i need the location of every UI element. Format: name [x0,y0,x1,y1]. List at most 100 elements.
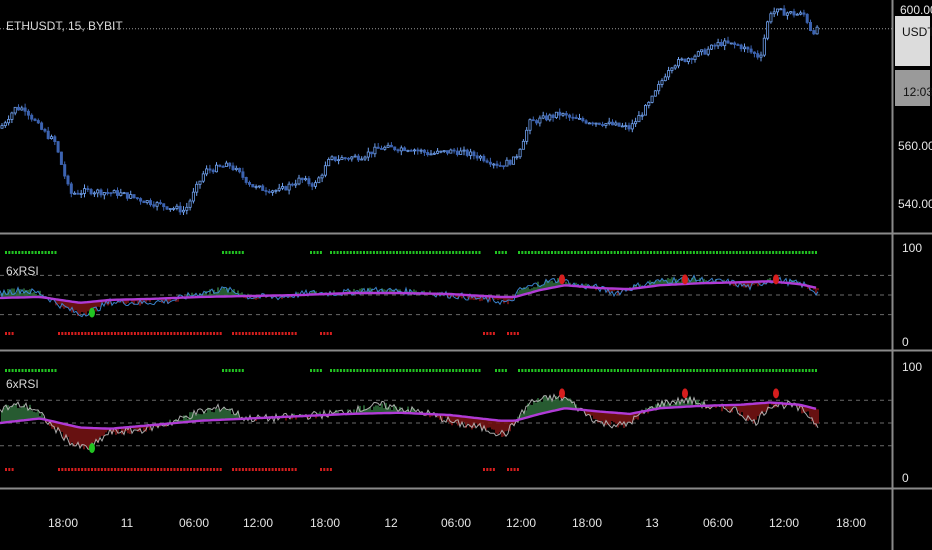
candle-body [195,183,199,193]
bearish-dot [271,468,274,471]
candle-body [736,44,740,46]
bullish-dot [597,251,600,254]
price-axis[interactable]: 600.00 USDT 12:03 560.00 540.00 100 0 10… [895,3,932,485]
bullish-dot [584,251,586,254]
bearish-dot [271,332,274,335]
bullish-dot [808,251,811,254]
bullish-dot [620,251,623,254]
bullish-dot [478,251,481,254]
candle-body [538,117,542,124]
candle-body [472,151,476,157]
candle-body [739,44,743,50]
candle-body [521,140,525,150]
bullish-dot [38,251,40,254]
bullish-dot [319,369,322,372]
bullish-dot [577,251,580,254]
bullish-dot [531,251,534,254]
bullish-dot [722,369,725,372]
bullish-dot [475,251,478,254]
bullish-dot [640,251,643,254]
candle-body [548,114,552,121]
candle-body [488,161,492,165]
bearish-dot [186,468,189,471]
time-axis[interactable]: 18:00 11 06:00 12:00 18:00 12 06:00 12:0… [48,516,866,530]
candle-body [376,146,380,149]
currency-badge-bg[interactable] [895,16,930,66]
indicator-label-1: 6xRSI [6,264,39,278]
bullish-dot [222,251,224,254]
bearish-dot [64,332,67,335]
bearish-dot [84,332,87,335]
bullish-dot [798,251,801,254]
sell-signal-marker [559,388,565,399]
candle-body [630,123,634,130]
bullish-dot [14,251,17,254]
candle-body [63,164,67,177]
bearish-dot [203,468,206,471]
indicator-pane-1[interactable]: 6xRSI [0,251,892,335]
bullish-dot [716,369,718,372]
bullish-dot [468,251,471,254]
bullish-dot [669,369,672,372]
indicator-pane-2[interactable]: 6xRSI [0,369,892,471]
candle-body [409,149,413,152]
bullish-dot [478,369,481,372]
bearish-dot [127,332,130,335]
symbol-label: ETHUSDT, 15, BYBIT [6,19,123,33]
bullish-dot [775,251,778,254]
bearish-dot [232,468,234,471]
bearish-dot [117,468,120,471]
bearish-dot [196,332,199,335]
bearish-dot [183,468,186,471]
bullish-dot [356,369,359,372]
bearish-dot [199,332,202,335]
candle-body [693,55,697,61]
candle-body [284,186,288,191]
price-pane[interactable]: ETHUSDT, 15, BYBIT [0,5,892,215]
bearish-dot [143,468,146,471]
candle-body [191,191,195,202]
bullish-dot [696,369,699,372]
bearish-dot [206,468,209,471]
bullish-dot [310,251,312,254]
bullish-dot [712,369,715,372]
bearish-dot [81,468,84,471]
bullish-dot [798,369,801,372]
bearish-dot [251,468,254,471]
bearish-dot [130,468,133,471]
candle-body [703,49,707,55]
candle-body [244,177,248,183]
bearish-dot [258,332,261,335]
bullish-dot [343,251,346,254]
bearish-dot [77,332,80,335]
bearish-dot [64,468,67,471]
bullish-dot [795,251,798,254]
candle-body [129,194,133,199]
bullish-dot [405,251,408,254]
bullish-dot [359,369,362,372]
bullish-dot [402,369,405,372]
time-tick: 13 [645,516,659,530]
bearish-dot [284,468,287,471]
bearish-dot [241,468,244,471]
candle-body [657,84,661,92]
bullish-dot [659,251,662,254]
bearish-dot [117,332,120,335]
bullish-dot [44,251,47,254]
candle-body [313,182,317,187]
bullish-dot [795,369,798,372]
bullish-dot [495,369,497,372]
candle-body [436,150,440,154]
bullish-dot [729,369,732,372]
candle-body [122,192,126,195]
bullish-dot [732,251,735,254]
bearish-dot [166,332,169,335]
bearish-dot [255,332,258,335]
candle-body [601,124,605,126]
candle-body [551,114,555,118]
candle-body [756,53,760,58]
bullish-dot [541,251,544,254]
bullish-dot [689,251,692,254]
candle-body [231,165,235,170]
